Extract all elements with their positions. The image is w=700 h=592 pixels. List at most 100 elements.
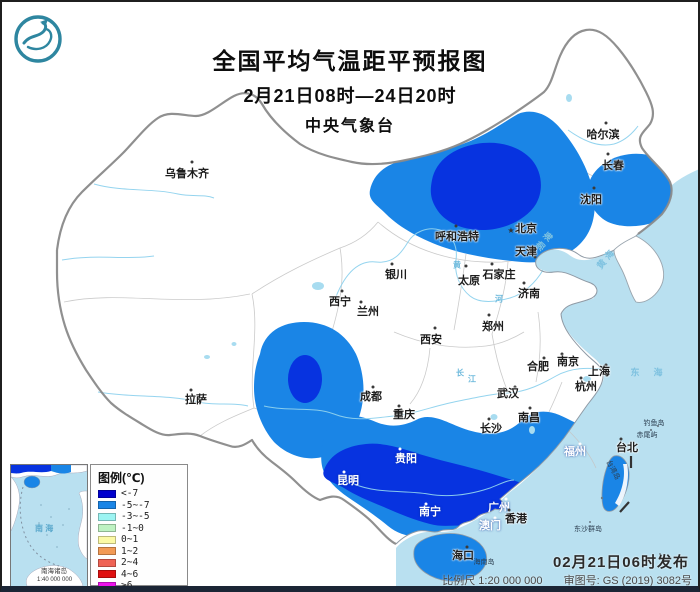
tarim-river <box>93 183 215 199</box>
anomaly-jilin-mid <box>588 153 672 227</box>
legend-range-label: 4~6 <box>121 568 139 580</box>
city-dot-marker <box>342 470 346 474</box>
city-dot-marker <box>504 497 508 501</box>
city-label: 成都 <box>360 391 382 403</box>
legend-color-swatch <box>98 501 116 510</box>
legend-range-label: -1~0 <box>121 522 144 534</box>
legend-range-label: ≥6 <box>121 580 133 592</box>
legend-box: 图例(℃) <-7 -5~-7 -3~-5 -1~0 0~1 1~2 2~4 4~6 ≥6 <box>90 464 188 586</box>
city-label: 乌鲁木齐 <box>165 168 209 180</box>
nw-river <box>61 255 155 261</box>
legend-row: 1~2 <box>98 546 187 558</box>
city-label: 福州 <box>564 446 586 458</box>
tibet-lake-1 <box>204 355 210 359</box>
tibet-river <box>97 391 249 407</box>
city-dot-marker <box>606 152 610 156</box>
city-dot-marker <box>487 313 491 317</box>
city-dot-marker <box>464 264 468 268</box>
south-china-sea-inset: 南 海 南海诸岛 1:40 000 000 <box>10 464 88 586</box>
city-label: 太原 <box>458 275 480 287</box>
hainan-island <box>413 533 487 582</box>
city-dot-marker <box>507 508 511 512</box>
river-label: 河 <box>495 294 503 304</box>
city-dot-marker <box>490 262 494 266</box>
city-dot-marker <box>522 281 526 285</box>
international-border <box>55 28 673 545</box>
small-islands <box>589 424 671 569</box>
legend-row: <-7 <box>98 488 187 500</box>
island-label: 钓鱼岛 <box>643 420 665 427</box>
legend-range-label: 1~2 <box>121 545 139 557</box>
legend-range-label: <-7 <box>121 488 139 500</box>
legend-row: -3~-5 <box>98 511 187 523</box>
city-label: 西宁 <box>329 296 351 308</box>
city-label: 天津 <box>515 246 537 258</box>
city-dot-marker <box>542 356 546 360</box>
city-dot-marker <box>604 363 608 367</box>
legend-row: 4~6 <box>98 569 187 581</box>
city-label: 上海 <box>588 366 610 378</box>
strait-line-symbols <box>619 456 633 513</box>
city-label: 香港 <box>505 513 527 525</box>
legend-range-label: 2~4 <box>121 557 139 569</box>
city-label: 西安 <box>420 334 442 346</box>
city-label: 沈阳 <box>580 194 602 206</box>
city-dot-marker <box>189 388 193 392</box>
legend-color-swatch <box>98 524 116 533</box>
hulun-lake <box>566 94 572 102</box>
city-dot-marker <box>390 262 394 266</box>
river-label: 长 <box>456 368 464 378</box>
legend-row: ≥6 <box>98 580 187 592</box>
cma-logo <box>14 15 62 63</box>
river-label: 黄 <box>453 260 461 270</box>
city-dot-marker <box>454 224 458 228</box>
city-label: 重庆 <box>393 409 415 421</box>
city-label: 呼和浩特 <box>435 231 479 243</box>
sea-label: 东 海 <box>630 367 666 378</box>
city-dot-marker <box>465 545 469 549</box>
yellow-river <box>333 228 544 303</box>
tibet-lake-2 <box>231 342 237 346</box>
city-label: 北京 <box>515 223 537 235</box>
city-dot-marker <box>359 300 363 304</box>
legend-range-label: 0~1 <box>121 534 139 546</box>
city-label: 长沙 <box>480 423 502 435</box>
city-dot-marker <box>190 160 194 164</box>
rivers <box>61 125 639 497</box>
city-dot-marker <box>578 442 582 446</box>
poyang-lake <box>529 426 535 434</box>
city-dot-marker <box>533 255 537 259</box>
lakes <box>204 94 591 434</box>
city-dot-marker <box>493 516 497 520</box>
legend-row: 0~1 <box>98 534 187 546</box>
city-dot-marker <box>604 121 608 125</box>
city-label: 贵阳 <box>395 453 417 465</box>
inset-borneo <box>25 565 84 586</box>
legend-color-swatch <box>98 558 116 567</box>
korea-landmass <box>613 235 665 303</box>
anomaly-southwest-deep <box>288 355 322 403</box>
river-label: 江 <box>468 374 476 384</box>
taiwan-east-strip <box>615 464 629 506</box>
inset-islands-label: 南海诸岛 <box>41 566 67 575</box>
city-label: 南京 <box>557 356 579 368</box>
city-label: 济南 <box>518 288 540 300</box>
issue-time: 02月21日06时发布 <box>552 554 689 571</box>
inset-map: 南 海 南海诸岛 1:40 000 000 <box>10 464 88 586</box>
city-dot-marker <box>592 186 596 190</box>
legend-row: 2~4 <box>98 557 187 569</box>
inset-anomaly-deep <box>11 465 51 474</box>
legend-color-swatch <box>98 489 116 498</box>
tai-lake <box>583 376 591 382</box>
city-label: 合肥 <box>527 361 549 373</box>
pearl-river <box>353 479 515 497</box>
inset-indochina <box>10 476 20 532</box>
city-dot-marker <box>560 352 564 356</box>
city-label: 武汉 <box>497 388 519 400</box>
city-dot-marker <box>340 289 344 293</box>
city-dot-marker <box>487 417 491 421</box>
inset-anomaly-mid <box>51 465 71 474</box>
island-label: 东沙群岛 <box>574 526 602 533</box>
dongting-lake <box>490 414 498 420</box>
city-label: 广州 <box>488 502 510 514</box>
